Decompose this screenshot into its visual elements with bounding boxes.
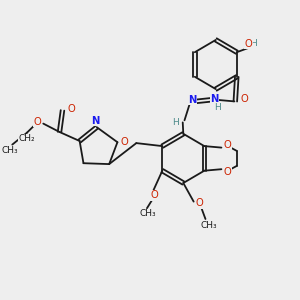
- Text: CH₃: CH₃: [201, 220, 217, 230]
- Text: O: O: [34, 117, 41, 127]
- Text: N: N: [188, 95, 197, 105]
- Text: O: O: [224, 167, 231, 177]
- Text: O: O: [120, 136, 128, 147]
- Text: O: O: [68, 104, 75, 114]
- Text: N: N: [91, 116, 100, 126]
- Text: H: H: [214, 103, 221, 112]
- Text: O: O: [196, 198, 203, 208]
- Text: CH₂: CH₂: [18, 134, 35, 143]
- Text: N: N: [210, 94, 218, 104]
- Text: O: O: [241, 94, 249, 104]
- Text: CH₃: CH₃: [140, 209, 157, 218]
- Text: H: H: [172, 118, 179, 127]
- Text: O: O: [224, 140, 231, 150]
- Text: O: O: [151, 190, 158, 200]
- Text: H: H: [250, 39, 257, 48]
- Text: O: O: [245, 39, 253, 49]
- Text: CH₃: CH₃: [1, 146, 18, 155]
